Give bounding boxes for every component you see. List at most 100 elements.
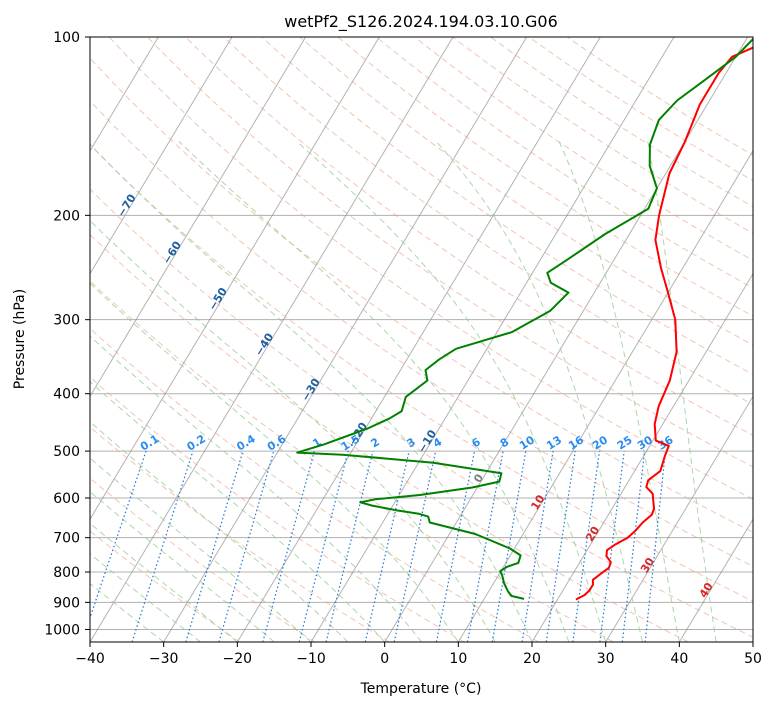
mixing-ratio-line — [262, 450, 315, 642]
moist-adiabat-line — [558, 141, 680, 642]
dry-adiabat-line — [90, 100, 753, 567]
y-tick-label: 400 — [53, 387, 80, 403]
y-tick-label: 300 — [53, 313, 80, 329]
x-tick-label: 10 — [449, 651, 467, 667]
gridlines — [90, 37, 753, 642]
x-tick-label: 0 — [380, 651, 389, 667]
mixing-ratio-label: 16 — [566, 433, 586, 452]
dry-adiabat-line — [261, 37, 753, 375]
moist-adiabat-line — [178, 140, 570, 642]
x-tick-label: 40 — [670, 651, 688, 667]
dry-adiabat-line — [90, 188, 753, 638]
x-axis-title: Temperature (°C) — [360, 681, 482, 697]
dry-adiabat-line — [146, 37, 753, 468]
moist-adiabat-line — [90, 522, 238, 642]
mixing-ratio-line — [572, 451, 601, 642]
isotherm-label: −20 — [346, 420, 370, 448]
isotherm-label: 10 — [528, 492, 547, 512]
y-tick-label: 700 — [53, 531, 80, 547]
moist-adiabat-line — [435, 140, 643, 642]
dry-adiabat-line — [90, 327, 540, 642]
mixing-ratio-label: 0.6 — [265, 432, 289, 454]
isotherm-label: −60 — [160, 239, 184, 267]
mixing-ratio-label: 0.4 — [234, 432, 258, 454]
mixing-ratio-label: 30 — [635, 433, 655, 452]
mixing-ratio-line — [218, 450, 275, 642]
isotherm-line — [90, 37, 159, 152]
isotherm-line — [752, 641, 753, 642]
mixing-ratio-label: 10 — [517, 433, 537, 452]
x-tick-label: −20 — [223, 651, 253, 667]
x-tick-label: 30 — [597, 651, 615, 667]
profile-lines — [296, 37, 753, 601]
isotherm-line — [163, 37, 528, 642]
mixing-ratio-line — [491, 450, 527, 642]
isotherm-line — [605, 395, 753, 642]
dry-adiabat-line — [90, 233, 689, 642]
moist-adiabat-line — [90, 553, 201, 642]
x-tick-label: 50 — [744, 651, 762, 667]
isotherm-line — [236, 37, 601, 642]
moist-adiabat-line — [90, 381, 386, 642]
mixing-ratio-line — [185, 450, 244, 642]
y-tick-label: 1000 — [44, 622, 80, 638]
moist-adiabat-line — [90, 335, 422, 642]
isotherm-line — [457, 149, 753, 642]
dry-adiabat-line — [414, 37, 753, 262]
y-tick-label: 200 — [53, 208, 80, 224]
mixing-ratio-line — [435, 450, 476, 642]
isotherm-label: −90 — [26, 94, 50, 122]
x-tick-label: −30 — [149, 651, 179, 667]
dewpoint-line — [296, 37, 753, 600]
isotherm-label: −30 — [299, 376, 323, 404]
plot-frame — [89, 36, 754, 643]
isotherm-label: −100 — [0, 35, 12, 69]
x-tick-label: −40 — [75, 651, 105, 667]
mixing-ratio-line — [466, 450, 504, 642]
isotherm-line — [90, 37, 454, 642]
dry-adiabat-line — [375, 37, 753, 289]
mixing-ratio-label: 0.1 — [138, 432, 161, 453]
moist-adiabat-line — [90, 457, 312, 642]
axis-ticks: −40 −30 −20 −10 0 10 20 30 40 5010020030040050060… — [44, 30, 762, 667]
y-tick-label: 100 — [53, 30, 80, 46]
isotherm-line — [90, 37, 307, 398]
background-lines — [90, 37, 753, 642]
mixing-ratio-line — [521, 451, 554, 642]
mixing-ratio-line — [325, 450, 374, 642]
isotherm-label: −50 — [206, 285, 230, 313]
temperature-line — [575, 46, 753, 601]
x-tick-label: 20 — [523, 651, 541, 667]
dry-adiabat-line — [90, 143, 753, 602]
mixing-ratio-label: 8 — [498, 435, 511, 450]
isotherm-line — [90, 37, 233, 275]
moist-adiabat-line — [90, 219, 496, 642]
dry-adiabat-line — [90, 477, 315, 642]
mixing-ratio-line — [131, 450, 194, 642]
dry-adiabat-line — [223, 37, 753, 406]
isotherm-line — [678, 518, 753, 642]
dry-adiabat-line — [299, 37, 753, 346]
moist-adiabat-line — [90, 143, 533, 642]
mixing-ratio-label: 20 — [590, 433, 610, 452]
dry-adiabat-line — [90, 426, 390, 642]
moist-adiabat-line — [90, 582, 164, 642]
mixing-ratio-line — [621, 451, 646, 642]
dry-adiabat-line — [90, 57, 753, 533]
dry-adiabat-line — [90, 530, 241, 642]
moist-adiabat-line — [296, 140, 607, 642]
mixing-ratio-line — [545, 451, 576, 642]
isotherm-label: 40 — [697, 580, 716, 600]
moist-adiabat-line — [90, 421, 349, 642]
isotherm-label: −80 — [69, 145, 93, 173]
x-tick-label: −10 — [296, 651, 326, 667]
dry-adiabat-line — [90, 280, 614, 642]
mixing-ratio-line — [364, 450, 410, 642]
dry-adiabat-line — [108, 37, 753, 500]
isotherm-label: 20 — [583, 524, 602, 544]
mixing-ratio-label: 13 — [544, 433, 564, 452]
moist-adiabat-line — [90, 282, 459, 642]
y-tick-label: 900 — [53, 595, 80, 611]
mixing-ratio-label: 25 — [615, 433, 635, 452]
